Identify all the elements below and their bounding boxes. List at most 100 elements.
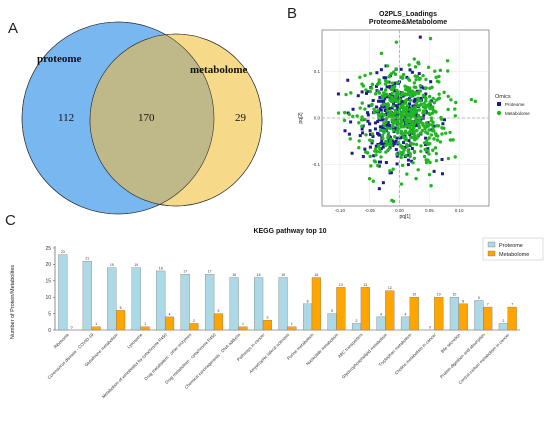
metabolome-point — [360, 101, 364, 105]
metabolome-bar — [385, 290, 395, 331]
metabolome-point — [351, 114, 355, 119]
scatter-x-tick-label: -0.05 — [365, 208, 376, 213]
metabolome-point — [473, 99, 478, 104]
bar-category-label: Drug metabolism - cytochrome P450 — [164, 332, 217, 385]
metabolome-point — [434, 75, 438, 80]
metabolome-point — [411, 120, 415, 124]
metabolome-point — [375, 109, 380, 113]
proteome-point — [366, 111, 370, 115]
proteome-point — [441, 122, 445, 126]
proteome-point — [378, 125, 382, 129]
proteome-point — [395, 154, 399, 158]
metabolome-point — [376, 163, 380, 168]
proteome-bar — [400, 316, 411, 331]
metabolome-point — [434, 159, 439, 163]
venn-metabolome-outline — [89, 33, 263, 207]
proteome-point — [411, 104, 415, 108]
proteome-point — [382, 105, 386, 109]
metabolome-point — [423, 86, 428, 91]
proteome-point — [396, 97, 400, 101]
metabolome-point — [405, 85, 410, 89]
metabolome-point — [368, 71, 373, 76]
bar-value-label: 0 — [429, 326, 431, 330]
metabolome-point — [413, 91, 418, 96]
metabolome-point — [349, 91, 353, 95]
metabolome-point — [411, 124, 416, 129]
metabolome-bar — [213, 313, 224, 331]
proteome-point — [407, 139, 411, 143]
proteome-point — [368, 122, 372, 126]
proteome-point — [423, 143, 427, 147]
metabolome-point — [393, 111, 397, 116]
metabolome-point — [437, 96, 442, 100]
metabolome-point — [387, 75, 391, 79]
metabolome-point — [344, 92, 348, 97]
metabolome-point — [382, 130, 386, 135]
proteome-point — [376, 132, 380, 136]
proteome-point — [381, 181, 385, 185]
metabolome-point — [416, 99, 420, 103]
proteome-bar — [498, 323, 508, 331]
metabolome-point — [391, 167, 395, 171]
metabolome-point — [416, 60, 421, 65]
metabolome-bar — [287, 326, 297, 331]
metabolome-point — [405, 104, 410, 108]
proteome-point — [425, 111, 429, 115]
proteome-point — [361, 131, 365, 135]
proteome-point — [377, 187, 381, 191]
proteome-point — [415, 124, 419, 128]
proteome-point — [366, 113, 370, 117]
proteome-bar — [58, 254, 68, 331]
proteome-point — [384, 127, 388, 131]
bar-value-label: 2 — [502, 319, 504, 323]
proteome-point — [426, 147, 430, 151]
metabolome-point — [422, 101, 426, 106]
metabolome-point — [393, 108, 397, 113]
proteome-point — [440, 157, 444, 161]
metabolome-point — [413, 105, 417, 109]
metabolome-point — [391, 118, 395, 123]
metabolome-point — [412, 149, 417, 154]
metabolome-bar — [507, 306, 517, 331]
proteome-point — [368, 129, 372, 133]
metabolome-point — [404, 153, 408, 158]
proteome-bar — [449, 297, 459, 331]
metabolome-point — [400, 90, 405, 95]
bar-value-label: 10 — [412, 293, 416, 297]
metabolome-point — [397, 107, 401, 112]
metabolome-point — [394, 91, 398, 96]
metabolome-point — [389, 143, 393, 148]
metabolome-bar — [458, 303, 468, 331]
metabolome-point — [412, 114, 416, 119]
metabolome-point — [394, 99, 398, 103]
metabolome-point — [408, 154, 412, 159]
proteome-point — [368, 145, 372, 149]
metabolome-point — [407, 130, 412, 134]
proteome-point — [379, 147, 383, 151]
proteome-point — [410, 147, 414, 151]
metabolome-point — [408, 152, 412, 156]
metabolome-point — [372, 110, 376, 115]
proteome-point — [395, 136, 399, 140]
metabolome-point — [438, 140, 443, 144]
metabolome-point — [453, 155, 457, 159]
metabolome-point — [401, 72, 406, 77]
metabolome-point — [418, 89, 422, 93]
metabolome-point — [393, 135, 397, 139]
proteome-point — [398, 102, 402, 106]
metabolome-point — [448, 138, 453, 142]
metabolome-point — [336, 111, 341, 115]
venn-count-intersection: 170 — [138, 112, 155, 124]
bar-value-label: 18 — [159, 266, 163, 270]
metabolome-point — [389, 87, 394, 92]
proteome-point — [414, 112, 418, 116]
metabolome-point — [423, 106, 428, 110]
panel-letter-a: A — [8, 20, 19, 37]
proteome-point — [384, 76, 388, 80]
bar-y-tick-label: 0 — [48, 328, 51, 334]
proteome-point — [378, 107, 382, 111]
bar-category-label: Protein digestion and absorption — [439, 332, 487, 380]
metabolome-point — [411, 142, 416, 146]
proteome-point — [410, 159, 414, 163]
metabolome-point — [367, 176, 372, 181]
